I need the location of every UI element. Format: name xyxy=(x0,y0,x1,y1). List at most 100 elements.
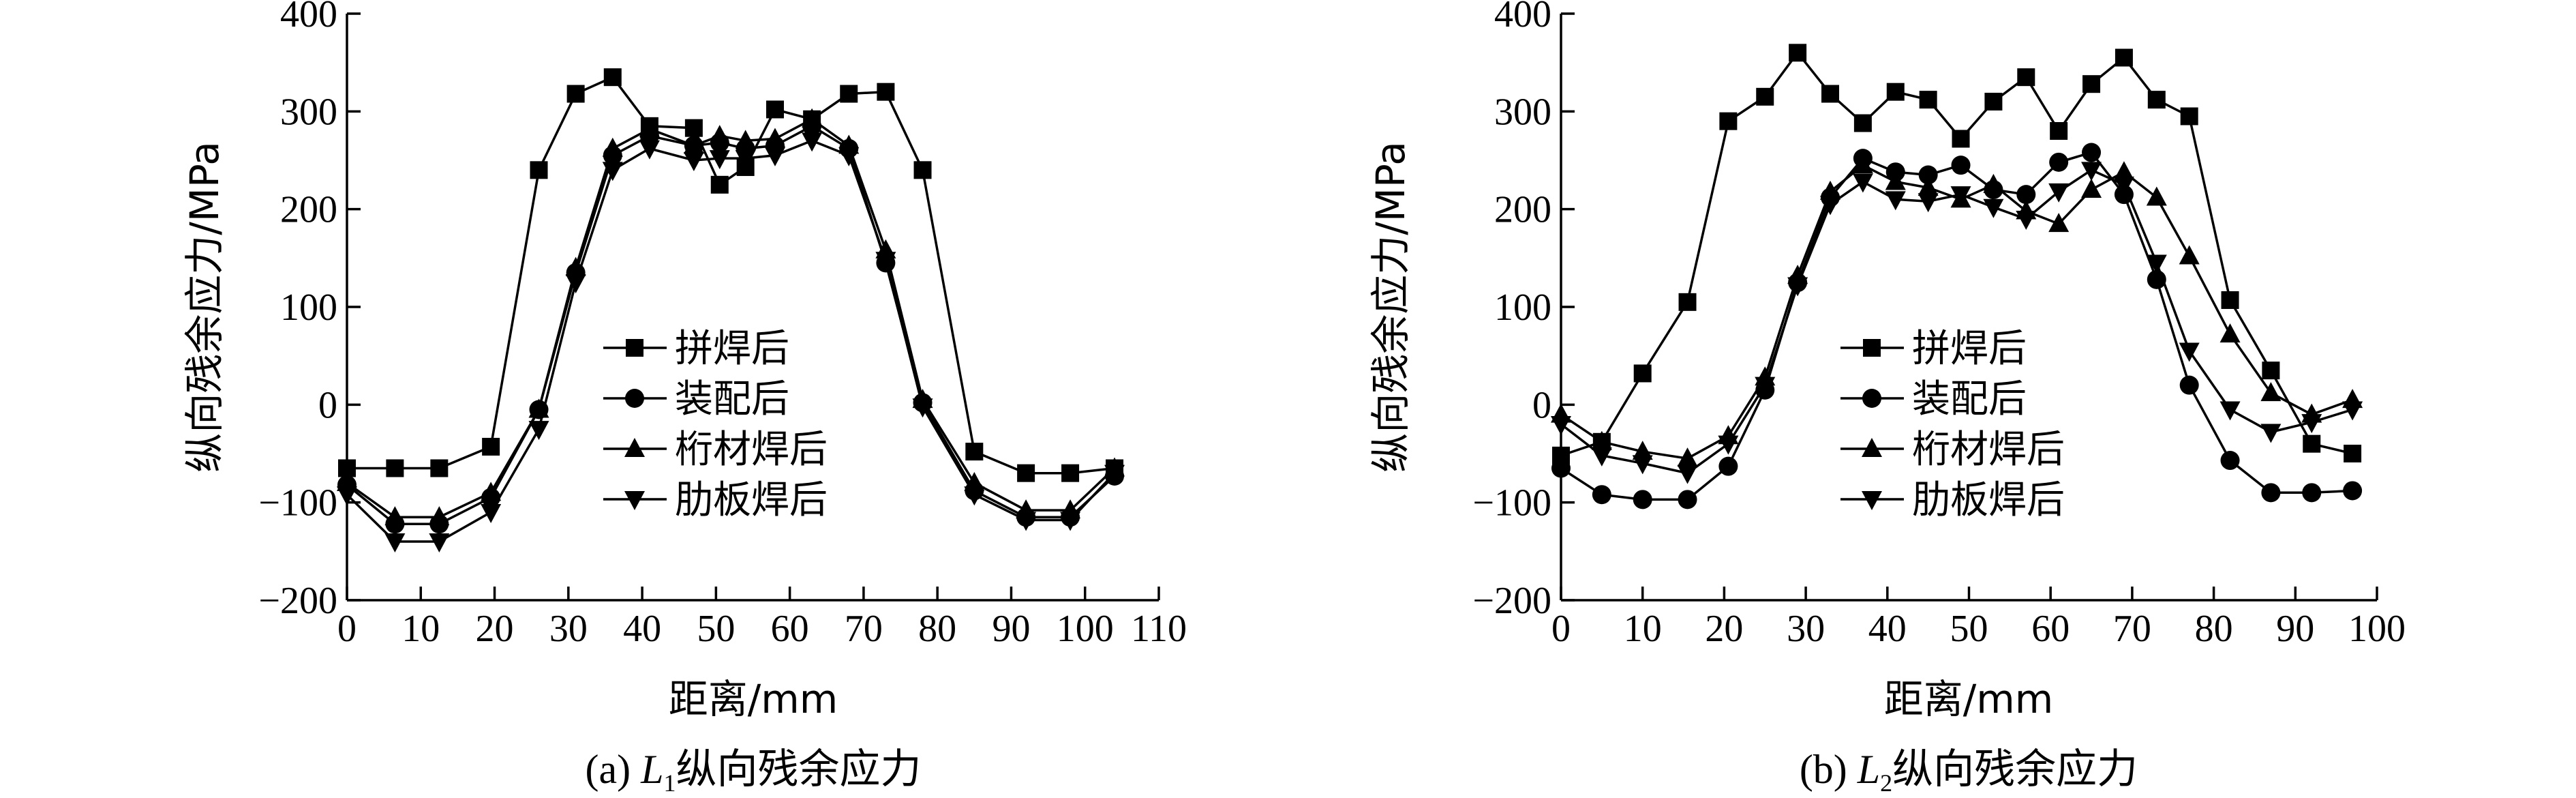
data-point-square xyxy=(1017,464,1035,482)
data-point-triangle-down xyxy=(639,140,660,160)
data-point-triangle-down xyxy=(2260,424,2282,443)
data-point-triangle-up xyxy=(1918,177,1939,196)
data-point-triangle-up xyxy=(1885,171,1906,190)
data-point-square xyxy=(1886,83,1905,101)
data-point-triangle-down xyxy=(838,147,860,166)
data-point-triangle-up xyxy=(337,472,357,491)
data-point-square xyxy=(1756,87,1774,106)
legend-marker-shape xyxy=(1862,389,1881,408)
data-point-circle xyxy=(1718,456,1738,476)
data-point-triangle-up xyxy=(429,506,450,526)
data-point-square xyxy=(1678,293,1697,311)
data-point-triangle-down xyxy=(384,533,406,552)
data-point-square xyxy=(1952,130,1970,148)
data-point-triangle-down xyxy=(1755,376,1776,396)
series-square xyxy=(338,68,1124,482)
data-point-square xyxy=(1061,464,1080,482)
x-tick-label: 10 xyxy=(401,608,440,650)
data-point-square xyxy=(2221,291,2239,309)
y-tick-label: 0 xyxy=(1532,384,1551,426)
panel-b-legend-square-marker xyxy=(1863,339,1881,357)
data-point-square xyxy=(2115,48,2133,67)
data-point-square xyxy=(1984,93,2003,110)
panel-b-caption-var: L xyxy=(1857,747,1880,792)
legend-marker-shape xyxy=(625,389,644,408)
panel-a-legend-triangle-up-marker xyxy=(624,438,645,457)
data-point-triangle-down xyxy=(1632,455,1653,475)
series-line xyxy=(346,124,1116,525)
data-point-triangle-up xyxy=(764,128,785,147)
data-point-circle xyxy=(2049,152,2069,172)
y-tick-label: 400 xyxy=(280,0,337,35)
x-tick-label: 30 xyxy=(1787,608,1825,650)
data-point-triangle-up xyxy=(481,482,502,501)
panel-b-caption: (b) L2纵向残余应力 xyxy=(1800,745,2138,797)
panel-b-xlabel: 距离/mm xyxy=(1884,676,2054,722)
legend-marker-shape xyxy=(624,491,645,510)
panel-b-series xyxy=(1551,44,2363,509)
panel-a-xlabel: 距离/mm xyxy=(669,676,838,722)
data-point-triangle-down xyxy=(2146,254,2167,274)
data-point-triangle-down xyxy=(337,486,357,506)
x-tick-label: 60 xyxy=(2031,608,2070,650)
data-point-triangle-down xyxy=(481,504,502,523)
data-point-triangle-up xyxy=(1820,180,1841,200)
x-tick-label: 0 xyxy=(1551,608,1571,650)
data-point-square xyxy=(684,119,703,137)
x-tick-label: 20 xyxy=(476,608,514,650)
x-tick-label: 40 xyxy=(1868,608,1907,650)
data-point-triangle-down xyxy=(1852,173,1873,193)
data-point-circle xyxy=(2261,483,2281,503)
x-tick-label: 10 xyxy=(1624,608,1662,650)
data-point-circle xyxy=(2179,375,2199,395)
y-tick-label: −100 xyxy=(1472,482,1551,524)
data-point-square xyxy=(1919,91,1937,109)
panel-b-caption-suffix: 纵向残余应力 xyxy=(1892,745,2138,793)
data-point-triangle-up xyxy=(1677,447,1698,467)
panel-b-legend-circle-marker xyxy=(1862,389,1881,408)
data-point-triangle-down xyxy=(1820,196,1841,216)
panel-a-legend-label-1: 拼焊后 xyxy=(675,327,789,371)
panel-b-legend-label-2: 装配后 xyxy=(1912,377,2027,422)
data-point-circle xyxy=(2016,185,2036,205)
x-tick-label: 60 xyxy=(771,608,809,650)
data-point-circle xyxy=(2220,451,2240,471)
data-point-triangle-down xyxy=(1677,464,1698,484)
legend-marker-shape xyxy=(624,438,645,457)
panel-a-caption-prefix: (a) xyxy=(586,747,641,792)
data-point-triangle-down xyxy=(528,421,549,441)
x-tick-label: 30 xyxy=(549,608,588,650)
data-point-square xyxy=(430,459,449,477)
data-point-triangle-up xyxy=(1591,430,1612,450)
data-point-triangle-down xyxy=(2301,414,2322,434)
data-point-square xyxy=(2303,434,2321,453)
panel-b-legend-entry-4: 肋板焊后 xyxy=(1840,478,2065,522)
data-point-circle xyxy=(1551,458,1571,478)
data-point-triangle-up xyxy=(2179,245,2200,265)
panel-a-legend-label-4: 肋板焊后 xyxy=(675,478,828,522)
data-point-triangle-up xyxy=(1852,154,1873,174)
y-tick-label: 300 xyxy=(1494,91,1551,133)
data-point-square xyxy=(1821,85,1840,103)
data-point-triangle-up xyxy=(2219,323,2241,343)
data-point-triangle-up xyxy=(2146,186,2167,206)
data-point-square xyxy=(913,161,932,179)
data-point-square xyxy=(2147,91,2166,109)
data-point-triangle-up xyxy=(2048,213,2070,233)
data-point-triangle-down xyxy=(429,533,450,552)
data-point-triangle-up xyxy=(683,134,704,154)
data-point-triangle-down xyxy=(1950,186,1971,206)
data-point-triangle-down xyxy=(1016,512,1037,531)
y-tick-label: −200 xyxy=(258,580,337,622)
x-tick-label: 100 xyxy=(1057,608,1114,650)
panel-b-ylabel: 纵向残余应力/MPa xyxy=(1367,141,1414,473)
data-point-triangle-up xyxy=(384,506,406,526)
data-point-square xyxy=(2344,445,2362,462)
data-point-circle xyxy=(2302,483,2322,503)
data-point-triangle-down xyxy=(683,152,704,171)
panel-a-legend-triangle-down-marker xyxy=(624,491,645,510)
panel-b-legend-triangle-up-marker xyxy=(1862,438,1882,457)
data-point-square xyxy=(2017,68,2035,87)
x-tick-label: 70 xyxy=(2113,608,2151,650)
x-tick-label: 90 xyxy=(2276,608,2314,650)
